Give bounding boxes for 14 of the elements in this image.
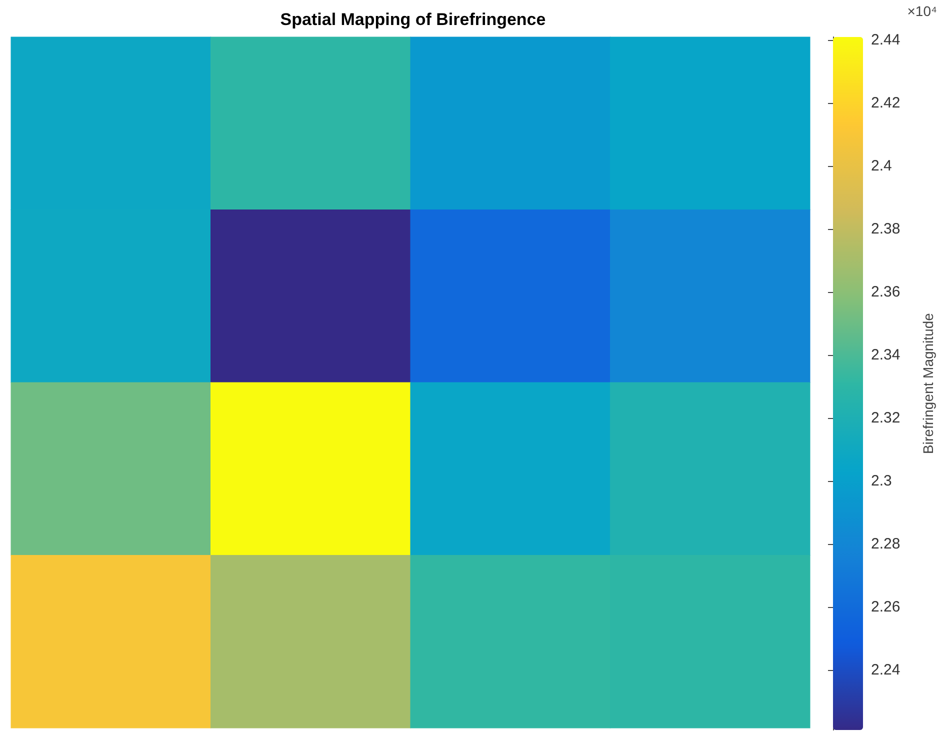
color-bar-label: 2.42 bbox=[871, 94, 900, 112]
chart-title: Spatial Mapping of Birefringence bbox=[280, 10, 546, 29]
color-bar-label: 2.38 bbox=[871, 220, 900, 238]
color-bar-title: Birefringent Magnitude bbox=[920, 312, 936, 454]
color-bar-label: 2.36 bbox=[871, 284, 900, 301]
color-bar-label: 2.44 bbox=[871, 32, 900, 49]
text: ×10⁴ bbox=[907, 3, 937, 19]
color-bar-label: 2.26 bbox=[871, 598, 900, 616]
color-bar-label: 2.34 bbox=[871, 346, 900, 364]
color-bar-label: 2.24 bbox=[871, 662, 900, 679]
color-bar-label: 2.28 bbox=[871, 536, 900, 553]
color-bar-label: 2.32 bbox=[871, 410, 900, 427]
color-bar-label: 2.4 bbox=[871, 158, 892, 175]
color-bar-label: 2.3 bbox=[871, 472, 892, 490]
